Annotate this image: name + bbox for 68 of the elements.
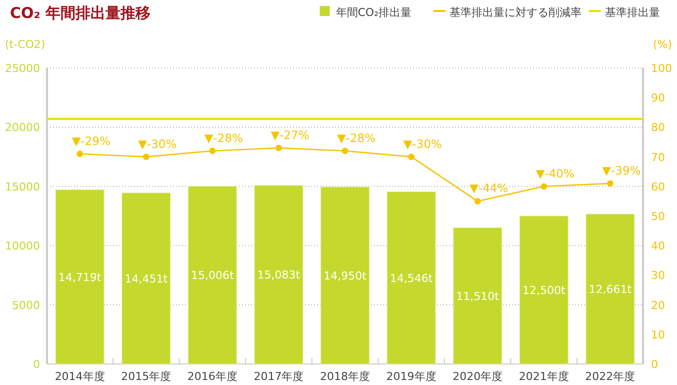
annotation: ▼-28% [337, 130, 376, 145]
y-tick-label: 20000 [5, 121, 40, 134]
y2-axis-title: (%) [652, 38, 672, 51]
bar [586, 214, 635, 364]
bar [122, 192, 171, 364]
legend-label: 年間CO₂排出量 [336, 6, 412, 19]
annotation: ▼-28% [204, 130, 244, 145]
point [276, 144, 282, 152]
bar [519, 216, 568, 364]
data-label: 12,661t [588, 283, 632, 296]
point [209, 148, 216, 154]
y2-tick-label: 70 [651, 150, 665, 164]
bar [320, 186, 370, 364]
y2-tick-label: 100 [651, 62, 672, 75]
y2-tick-label: 50 [651, 210, 665, 223]
x-tick-label: 2022年度 [585, 370, 636, 383]
y2-tick-label: 10 [651, 328, 665, 342]
y-tick-label: 10000 [5, 240, 40, 253]
point [606, 180, 614, 187]
data-label: 14,546t [390, 272, 434, 285]
point [142, 154, 150, 160]
bar [254, 185, 304, 364]
x-tick-label: 2019年度 [386, 370, 436, 383]
bar [55, 189, 104, 364]
legend-label: 基準排出量に対する削減率 [449, 6, 582, 19]
x-tick-label: 2021年度 [518, 370, 569, 383]
point [540, 183, 548, 190]
y2-tick-label: 0 [651, 358, 658, 371]
annotation: ▼-30% [403, 136, 442, 151]
x-tick-label: 2015年度 [121, 370, 172, 383]
annotation: ▼-29% [72, 134, 110, 148]
y2-tick-label: 20 [651, 298, 665, 312]
annotation: ▼-44% [470, 181, 508, 196]
data-label: 11,510t [456, 290, 500, 303]
y2-tick-label: 30 [651, 269, 665, 282]
point [76, 150, 84, 158]
data-label: 14,451t [124, 272, 168, 286]
y2-tick-label: 60 [651, 180, 665, 194]
y2-tick-label: 40 [651, 240, 665, 253]
x-tick-label: 2018年度 [320, 370, 370, 383]
point [342, 148, 348, 154]
x-tick-label: 2020年度 [452, 370, 503, 383]
y-tick-label: 5000 [12, 298, 40, 312]
y-axis-title: (t-CO2) [5, 38, 46, 51]
y-tick-label: 25000 [5, 62, 40, 75]
annotation: ▼-27% [270, 128, 310, 142]
data-label: 12,500t [522, 284, 566, 297]
legend-label: 基準排出量 [604, 6, 660, 19]
data-label: 14,950t [324, 269, 368, 282]
x-tick-label: 2014年度 [54, 370, 105, 383]
bar [386, 191, 436, 364]
point [408, 154, 414, 160]
bar [188, 186, 237, 364]
annotation: ▼-30% [138, 136, 177, 151]
chart-title: CO₂ 年間排出量推移 [10, 4, 151, 22]
data-label: 15,083t [257, 268, 301, 282]
y-tick-label: 0 [33, 358, 40, 371]
y2-tick-label: 80 [651, 121, 665, 134]
data-label: 14,719t [58, 270, 102, 284]
y2-tick-label: 90 [651, 92, 665, 105]
y-tick-label: 15000 [5, 180, 40, 194]
bar [453, 227, 502, 364]
annotation: ▼-40% [536, 166, 575, 180]
x-tick-label: 2016年度 [187, 370, 238, 383]
annotation: ▼-39% [602, 163, 641, 178]
x-tick-label: 2017年度 [254, 370, 304, 383]
data-label: 15,006t [191, 269, 234, 282]
point [474, 198, 481, 204]
